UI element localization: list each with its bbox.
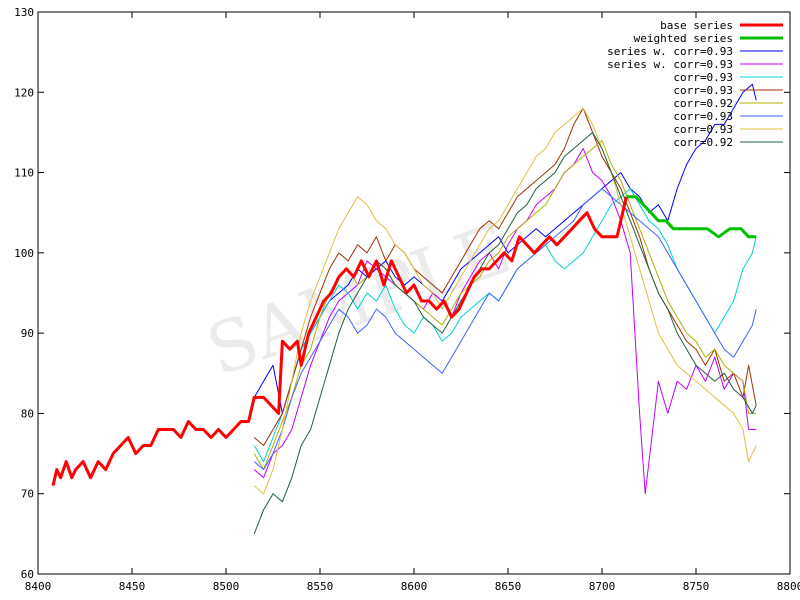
x-tick-label: 8500 [213,580,240,593]
series-line-3 [253,148,757,495]
series-line-9 [253,131,757,535]
legend-label: corr=0.93 [673,110,733,123]
legend-label: series w. corr=0.93 [607,45,733,58]
y-tick-label: 100 [14,247,34,260]
series-line-5 [253,107,757,446]
legend-label: base series [660,19,733,32]
series-line-1 [626,195,757,239]
series-line-0 [51,196,628,487]
x-axis: 8400 8450 8500 8550 8600 8650 8700 8750 8800 [25,12,800,593]
y-axis: 60 70 80 90 100 110 120 130 [14,6,790,581]
watermark: SAMPLE [196,207,520,392]
x-tick-label: 8400 [25,580,52,593]
series-line-2 [253,83,757,414]
legend-label: corr=0.93 [673,71,733,84]
y-tick-label: 110 [14,167,34,180]
y-tick-label: 70 [21,488,34,501]
x-tick-label: 8700 [589,580,616,593]
legend-label: corr=0.93 [673,123,733,136]
series-line-8 [253,107,757,495]
x-tick-label: 8750 [683,580,710,593]
x-tick-label: 8550 [307,580,334,593]
legend-label: corr=0.93 [673,84,733,97]
legend-label: corr=0.92 [673,136,733,149]
y-tick-label: 90 [21,327,34,340]
y-tick-label: 130 [14,6,34,19]
x-tick-label: 8800 [777,580,800,593]
y-tick-label: 80 [21,407,34,420]
y-tick-label: 120 [14,86,34,99]
plot-lines [51,83,757,535]
legend-label: corr=0.92 [673,97,733,110]
series-line-7 [253,188,757,471]
x-tick-label: 8650 [495,580,522,593]
y-tick-label: 60 [21,568,34,581]
legend-label: series w. corr=0.93 [607,58,733,71]
legend-label: weighted series [634,32,733,45]
x-tick-label: 8450 [119,580,146,593]
x-tick-label: 8600 [401,580,428,593]
